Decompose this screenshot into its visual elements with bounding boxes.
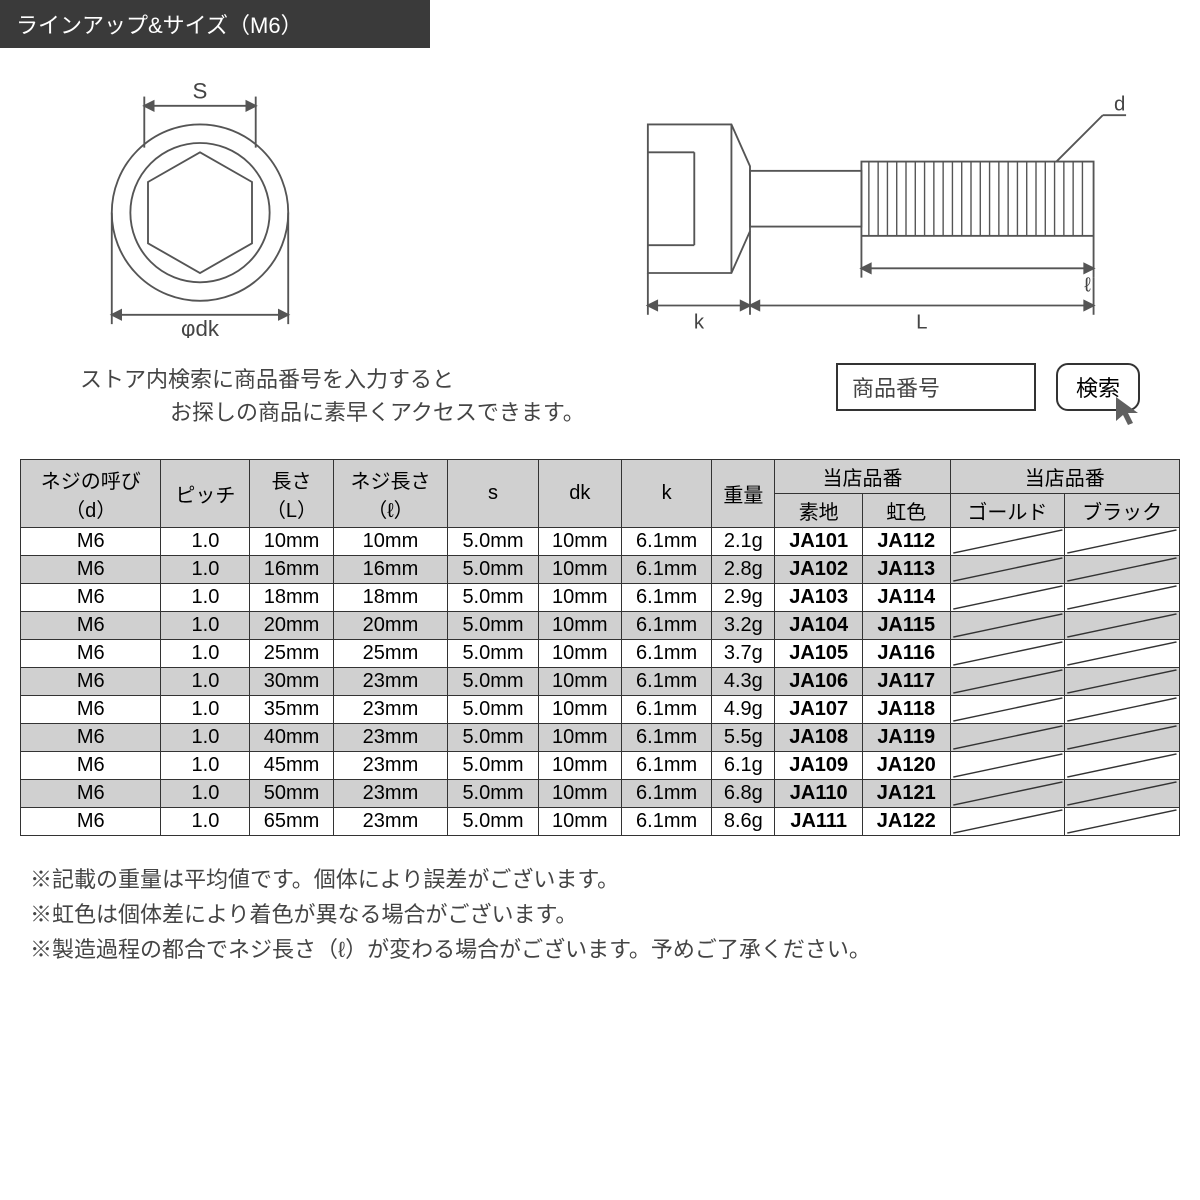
th-sub1b: 虹色 — [862, 494, 950, 528]
table-row: M61.030mm23mm5.0mm10mm6.1mm4.3gJA106JA11… — [21, 668, 1180, 696]
th-sub1a: 素地 — [775, 494, 863, 528]
cursor-icon — [1112, 393, 1148, 429]
search-input[interactable]: 商品番号 — [836, 363, 1036, 411]
diagram-front: S φdk — [60, 78, 560, 343]
th-group1: 当店品番 — [775, 460, 950, 494]
diagram-side: d ℓ L k — [620, 78, 1140, 343]
th-L: 長さ（L） — [250, 460, 333, 528]
th-group2: 当店品番 — [950, 460, 1179, 494]
table-row: M61.018mm18mm5.0mm10mm6.1mm2.9gJA103JA11… — [21, 584, 1180, 612]
table-row: M61.050mm23mm5.0mm10mm6.1mm6.8gJA110JA12… — [21, 780, 1180, 808]
svg-text:k: k — [694, 312, 705, 334]
spec-table: ネジの呼び（d） ピッチ 長さ（L） ネジ長さ（ℓ） s dk k 重量 当店品… — [20, 459, 1180, 836]
table-row: M61.016mm16mm5.0mm10mm6.1mm2.8gJA102JA11… — [21, 556, 1180, 584]
table-row: M61.045mm23mm5.0mm10mm6.1mm6.1gJA109JA12… — [21, 752, 1180, 780]
table-row: M61.035mm23mm5.0mm10mm6.1mm4.9gJA107JA11… — [21, 696, 1180, 724]
th-sub2b: ブラック — [1065, 494, 1180, 528]
th-sub2a: ゴールド — [950, 494, 1065, 528]
svg-text:L: L — [916, 312, 927, 334]
svg-text:S: S — [193, 78, 208, 103]
notes: ※記載の重量は平均値です。個体により誤差がございます。※虹色は個体差により着色が… — [20, 862, 1180, 968]
table-row: M61.040mm23mm5.0mm10mm6.1mm5.5gJA108JA11… — [21, 724, 1180, 752]
th-weight: 重量 — [712, 460, 775, 528]
th-ell: ネジ長さ（ℓ） — [333, 460, 448, 528]
th-k: k — [621, 460, 711, 528]
section-title: ラインアップ&サイズ（M6） — [0, 0, 430, 48]
th-pitch: ピッチ — [161, 460, 250, 528]
th-s: s — [448, 460, 538, 528]
th-dk: dk — [538, 460, 621, 528]
svg-text:φdk: φdk — [181, 316, 220, 338]
table-row: M61.020mm20mm5.0mm10mm6.1mm3.2gJA104JA11… — [21, 612, 1180, 640]
table-row: M61.025mm25mm5.0mm10mm6.1mm3.7gJA105JA11… — [21, 640, 1180, 668]
th-d: ネジの呼び（d） — [21, 460, 161, 528]
svg-text:ℓ: ℓ — [1084, 275, 1091, 297]
search-hint: ストア内検索に商品番号を入力すると お探しの商品に素早くアクセスできます。 — [80, 363, 816, 429]
svg-text:d: d — [1114, 94, 1125, 116]
table-row: M61.010mm10mm5.0mm10mm6.1mm2.1gJA101JA11… — [21, 528, 1180, 556]
table-row: M61.065mm23mm5.0mm10mm6.1mm8.6gJA111JA12… — [21, 808, 1180, 836]
